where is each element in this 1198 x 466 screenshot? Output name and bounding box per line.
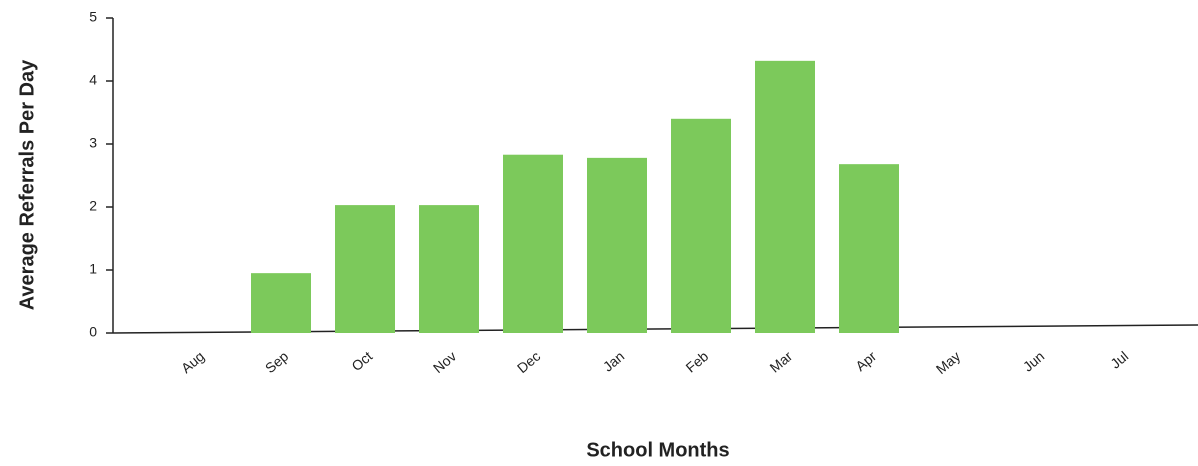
x-tick-label: Aug	[178, 348, 207, 376]
y-axis-title: Average Referrals Per Day	[16, 59, 38, 310]
x-tick-label: Jan	[600, 348, 628, 375]
bar	[587, 157, 647, 333]
x-tick-label: Dec	[514, 348, 543, 376]
y-tick-label: 3	[89, 135, 97, 151]
y-tick-label: 0	[89, 324, 97, 340]
bar	[335, 205, 395, 333]
x-tick-label: Apr	[852, 348, 879, 374]
bar	[755, 60, 815, 334]
x-tick-label: Jun	[1020, 348, 1048, 375]
x-tick-label: May	[933, 348, 964, 377]
x-axis-title: School Months	[586, 439, 729, 461]
y-tick-label: 1	[89, 261, 97, 277]
bar	[671, 118, 731, 333]
x-tick-label: Feb	[683, 348, 712, 376]
x-tick-label: Jul	[1107, 348, 1131, 372]
bar	[503, 154, 563, 333]
x-tick-label: Sep	[262, 348, 292, 376]
y-tick-label: 5	[89, 9, 97, 25]
bar	[419, 205, 479, 333]
y-tick-label: 4	[89, 72, 97, 88]
x-tick-label: Mar	[767, 348, 796, 376]
bar	[839, 164, 899, 333]
y-tick-label: 2	[89, 198, 97, 214]
x-tick-label: Oct	[348, 348, 375, 374]
bar	[251, 273, 311, 333]
x-tick-label: Nov	[430, 348, 459, 376]
